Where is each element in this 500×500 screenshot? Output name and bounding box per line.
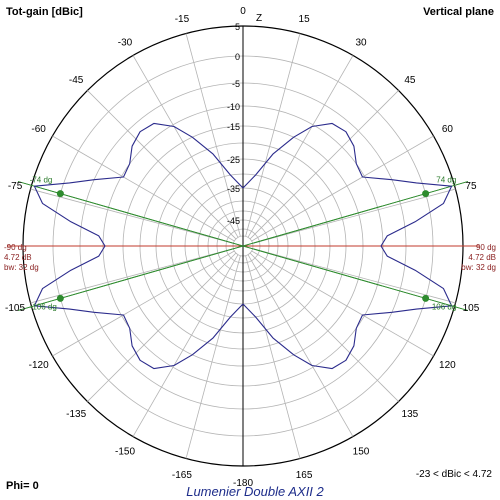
beam-marker-label: 106 dg xyxy=(432,303,456,312)
left-beam-gain: 4.72 dB xyxy=(4,253,32,262)
angle-tick-label: -15 xyxy=(175,14,190,25)
angle-tick-label: 0 xyxy=(240,6,246,17)
beam-line xyxy=(17,181,469,311)
angle-tick-label: 45 xyxy=(404,75,416,86)
grid-spoke xyxy=(247,254,354,437)
radial-tick-label: -35 xyxy=(227,184,240,194)
grid-spoke xyxy=(251,135,434,242)
grid-spoke xyxy=(52,250,235,357)
beam-marker-label: -106 dg xyxy=(30,303,57,312)
angle-tick-label: -165 xyxy=(172,470,192,481)
grid-spoke xyxy=(185,33,241,237)
right-beam-gain: 4.72 dB xyxy=(468,253,496,262)
beam-marker-dot xyxy=(422,190,430,198)
radial-tick-label: -25 xyxy=(227,155,240,165)
grid-spoke xyxy=(252,248,456,304)
phi-label: Phi= 0 xyxy=(6,480,39,492)
angle-tick-label: -45 xyxy=(69,75,84,86)
angle-tick-label: 15 xyxy=(299,14,311,25)
angle-tick-label: 135 xyxy=(402,409,419,420)
beam-marker-dot xyxy=(422,294,430,302)
angle-tick-label: -60 xyxy=(31,124,46,135)
polar-grid xyxy=(7,25,479,467)
angle-tick-label: 105 xyxy=(463,303,480,314)
grid-spoke xyxy=(30,188,234,244)
angle-tick-label: -75 xyxy=(8,181,23,192)
beam-marker-label: -74 dg xyxy=(30,175,53,184)
right-beam-width: bw: 32 dg xyxy=(461,263,496,272)
left-beam-width: bw: 32 dg xyxy=(4,263,39,272)
beam-markers: 74 dg 106 dg -74 dg -106 dg xyxy=(30,175,457,311)
radial-tick-label: -45 xyxy=(227,216,240,226)
grid-spoke xyxy=(249,90,399,240)
grid-spoke xyxy=(249,252,399,402)
angle-tick-label: 165 xyxy=(296,470,313,481)
angle-tick-label: -30 xyxy=(118,38,133,49)
grid-spoke xyxy=(132,55,239,238)
radial-tick-label: -15 xyxy=(227,122,240,132)
radial-tick-label: 0 xyxy=(235,52,240,62)
plane-label: Vertical plane xyxy=(423,6,494,18)
z-axis-label: Z xyxy=(256,13,262,24)
radial-tick-label: -5 xyxy=(232,79,240,89)
radiation-pattern xyxy=(33,122,453,370)
grid-spoke xyxy=(185,255,241,459)
pattern-curve-right xyxy=(242,122,453,370)
grid-spoke xyxy=(247,55,354,238)
gain-range-label: -23 < dBic < 4.72 xyxy=(416,469,493,480)
grid-spoke xyxy=(52,135,235,242)
grid-spoke xyxy=(30,248,234,304)
grid-spoke xyxy=(245,255,301,459)
angle-tick-label: 150 xyxy=(353,446,370,457)
pattern-curve-left xyxy=(33,122,244,370)
grid-spoke xyxy=(87,90,237,240)
right-beam-angle: 90 dg xyxy=(476,243,496,252)
angle-tick-label: -135 xyxy=(66,409,86,420)
grid-spoke xyxy=(87,252,237,402)
beam-lines xyxy=(17,181,469,311)
quantity-label: Tot-gain [dBic] xyxy=(6,6,83,18)
radial-tick-label: -10 xyxy=(227,102,240,112)
angle-tick-label: 30 xyxy=(355,38,367,49)
grid-spoke xyxy=(245,33,301,237)
beam-marker-label: 74 dg xyxy=(436,175,456,184)
radial-tick-labels: 5 0 -5 -10 -15 -25 -35 -45 xyxy=(227,22,240,226)
beam-marker-dot xyxy=(56,294,64,302)
angle-tick-label: 75 xyxy=(465,181,477,192)
grid-spoke xyxy=(251,250,434,357)
radial-tick-label: 5 xyxy=(235,22,240,32)
chart-title: Lumenier Double AXII 2 xyxy=(186,484,324,499)
angle-tick-label: -120 xyxy=(29,360,49,371)
grid-spoke xyxy=(132,254,239,437)
angle-tick-labels: 01530456075105120135150165-180-165-150-1… xyxy=(5,6,480,489)
angle-tick-label: 60 xyxy=(442,124,454,135)
angle-tick-label: -150 xyxy=(115,446,135,457)
left-beam-angle: -90 dg xyxy=(4,243,27,252)
grid-spoke xyxy=(252,188,456,244)
beam-marker-dot xyxy=(56,190,64,198)
angle-tick-label: -105 xyxy=(5,303,25,314)
angle-tick-label: 120 xyxy=(439,360,456,371)
angle-tick-label: -180 xyxy=(233,478,253,489)
